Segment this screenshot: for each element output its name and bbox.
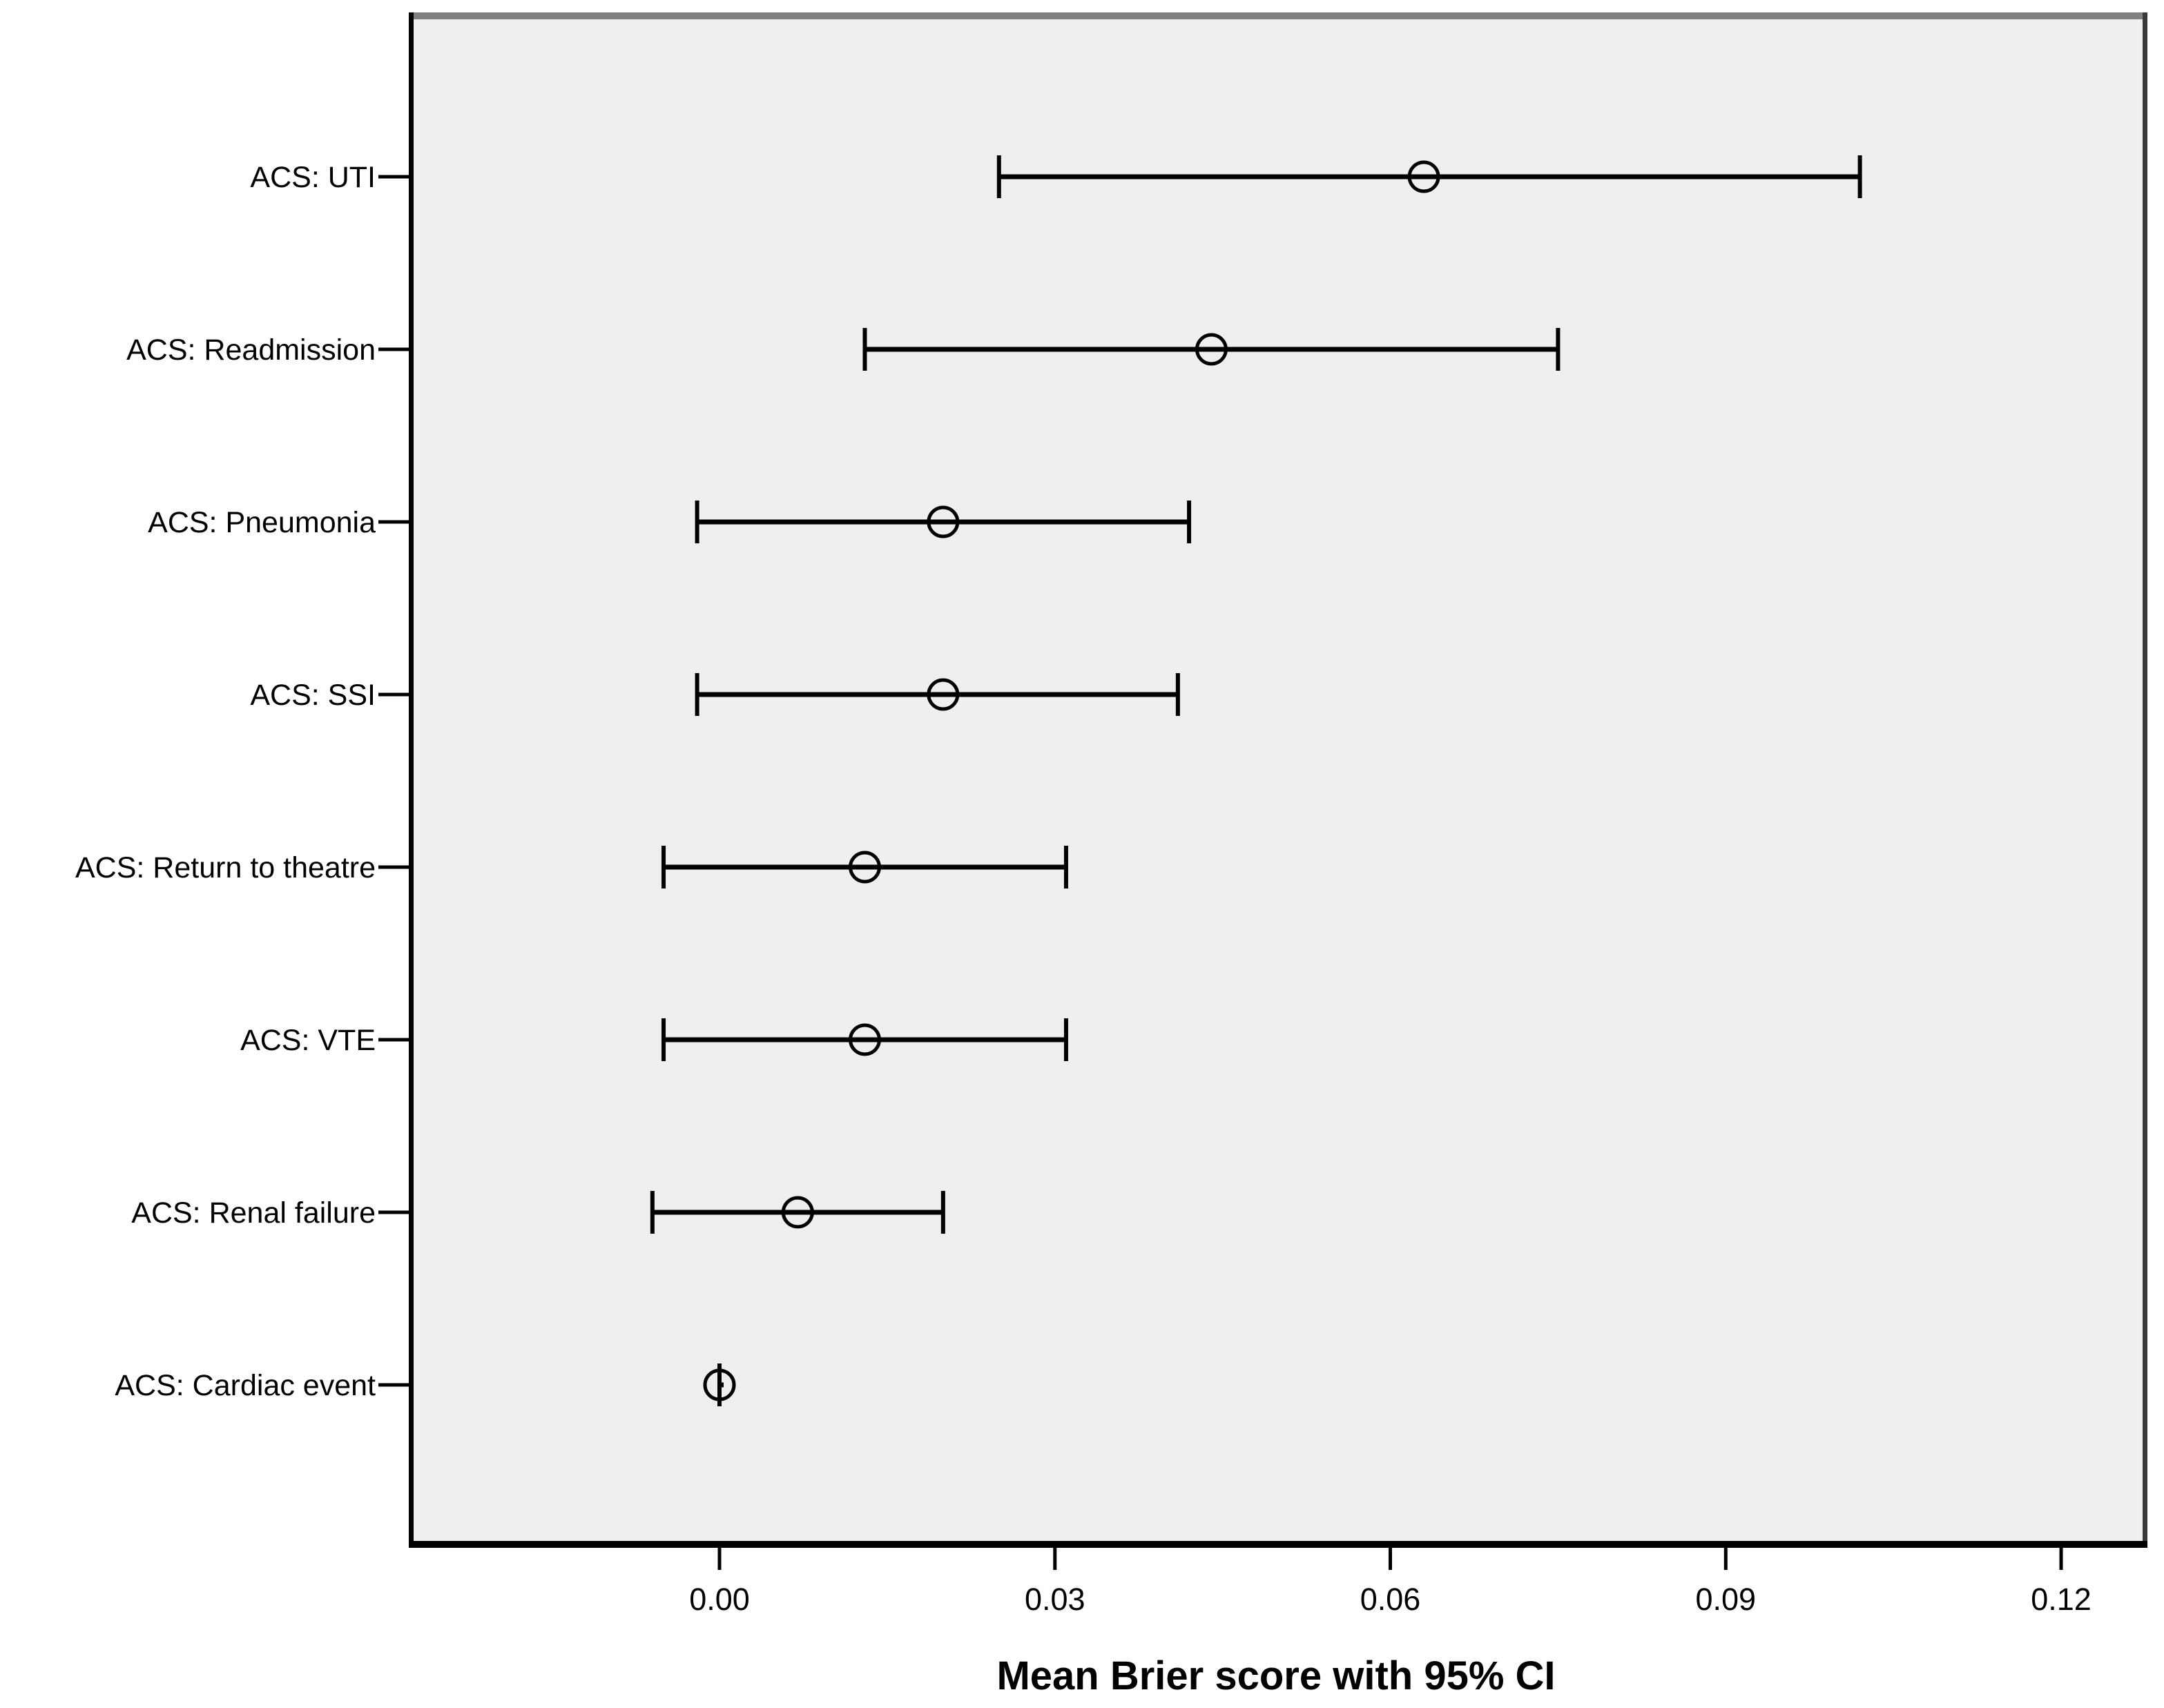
mean-marker: [848, 851, 881, 884]
category-tick: [378, 1210, 409, 1214]
category-label: ACS: Cardiac event: [115, 1369, 376, 1402]
category-label: ACS: Pneumonia: [148, 506, 376, 539]
ci-cap-low: [996, 155, 1001, 198]
ci-cap-high: [1556, 328, 1561, 371]
ci-cap-high: [940, 1191, 945, 1234]
mean-marker: [1195, 333, 1228, 366]
category-tick: [378, 347, 409, 351]
x-axis-tick-label: 0.06: [1360, 1582, 1421, 1617]
category-tick: [378, 520, 409, 524]
plot-border-right: [2143, 12, 2147, 1548]
mean-marker: [781, 1196, 814, 1229]
ci-cap-high: [717, 1364, 722, 1406]
category-label: ACS: UTI: [250, 161, 376, 194]
ci-line: [697, 692, 1178, 697]
x-axis-tick-label: 0.12: [2031, 1582, 2091, 1617]
ci-cap-high: [1175, 673, 1180, 716]
category-tick: [378, 175, 409, 179]
ci-cap-high: [1857, 155, 1862, 198]
category-label: ACS: Renal failure: [131, 1196, 376, 1230]
plot-area-background: [409, 19, 2147, 1541]
chart-content: ACS: UTI ACS: Readmission ACS: Pneumonia AC…: [75, 12, 2147, 1617]
ci-line: [652, 1210, 943, 1215]
error-bar-row: [695, 673, 1180, 716]
mean-marker: [703, 1368, 736, 1401]
error-bar-row: [661, 1018, 1068, 1061]
ci-line: [697, 519, 1190, 525]
ci-line: [664, 1037, 1066, 1042]
category-tick: [378, 692, 409, 697]
mean-marker: [927, 678, 960, 711]
category-tick: [378, 1038, 409, 1042]
category-label: ACS: VTE: [240, 1024, 376, 1057]
x-axis-tick: [2059, 1548, 2063, 1570]
mean-marker: [1407, 160, 1440, 193]
ci-cap-low: [650, 1191, 655, 1234]
ci-cap-high: [1063, 846, 1068, 889]
category-label: ACS: Readmission: [126, 333, 376, 367]
plot-border-top: [409, 12, 2147, 19]
x-axis-tick: [1723, 1548, 1728, 1570]
mean-marker: [848, 1023, 881, 1056]
ci-cap-high: [1063, 1018, 1068, 1061]
plot-border-left-y-axis: [409, 12, 414, 1548]
plot-border-bottom-x-axis: [409, 1541, 2147, 1548]
error-bar-row: [650, 1191, 945, 1234]
ci-cap-low: [695, 501, 699, 543]
error-bar-row: [695, 501, 1192, 543]
category-label: ACS: Return to theatre: [75, 851, 376, 884]
error-bar-row: [862, 328, 1561, 371]
ci-line: [864, 347, 1558, 352]
x-axis-tick: [1389, 1548, 1393, 1570]
error-bar-row: [661, 846, 1068, 889]
ci-cap-low: [661, 846, 666, 889]
category-tick: [378, 1383, 409, 1387]
x-axis-tick: [717, 1548, 722, 1570]
ci-cap-low: [695, 673, 699, 716]
category-tick: [378, 865, 409, 869]
x-axis-tick: [1053, 1548, 1057, 1570]
ci-cap-high: [1187, 501, 1192, 543]
ci-cap-low: [862, 328, 867, 371]
x-axis-title: Mean Brier score with 95% CI: [996, 1653, 1555, 1698]
mean-marker: [927, 505, 960, 538]
category-label: ACS: SSI: [250, 679, 376, 712]
x-axis-tick-label: 0.00: [689, 1582, 750, 1617]
error-bar-row: [703, 1364, 736, 1406]
ci-line: [664, 864, 1066, 870]
ci-line: [998, 174, 1860, 179]
error-bar-row: [996, 155, 1862, 198]
x-axis-tick-label: 0.03: [1025, 1582, 1085, 1617]
ci-cap-low: [661, 1018, 666, 1061]
x-axis-tick-label: 0.09: [1695, 1582, 1756, 1617]
